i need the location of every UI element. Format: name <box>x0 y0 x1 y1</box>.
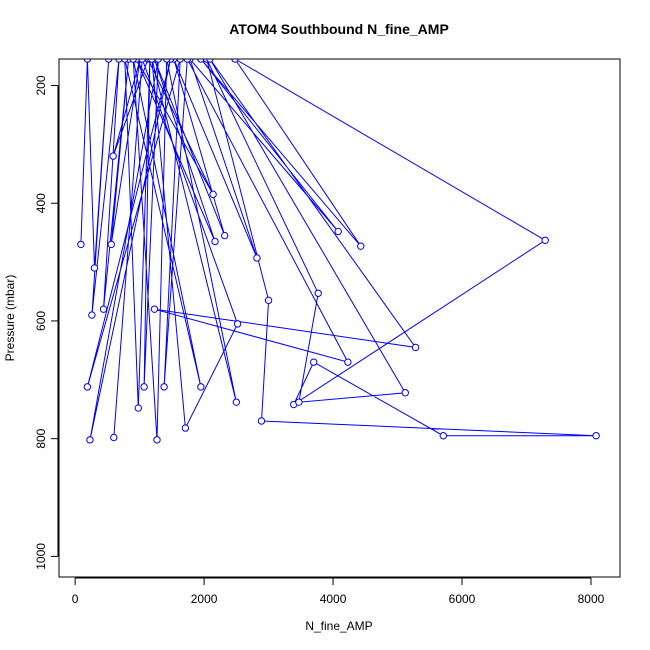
data-point <box>295 398 303 406</box>
data-point <box>439 432 448 440</box>
data-point <box>231 59 239 63</box>
y-tick-label: 200 <box>34 75 48 95</box>
data-point <box>160 383 168 391</box>
data-point <box>206 59 214 63</box>
data-point <box>162 59 171 63</box>
data-point <box>129 59 137 63</box>
data-point <box>232 398 241 406</box>
x-tick-label: 0 <box>72 592 79 606</box>
data-point <box>592 432 600 440</box>
data-point <box>253 254 261 262</box>
data-point <box>233 320 242 328</box>
data-point <box>401 389 409 397</box>
data-point <box>140 383 148 391</box>
data-point <box>90 264 99 272</box>
data-point <box>411 343 420 352</box>
data-point <box>357 242 365 250</box>
data-point <box>110 433 118 442</box>
data-point <box>148 59 156 63</box>
x-axis: 0 2000 4000 6000 8000 <box>72 577 605 606</box>
data-point <box>181 424 190 432</box>
y-tick-label: 800 <box>34 428 48 448</box>
data-point <box>314 289 322 297</box>
data-point <box>150 305 159 313</box>
x-tick-label: 8000 <box>578 592 605 606</box>
data-point <box>109 152 117 160</box>
data-point <box>99 305 108 313</box>
x-tick-label: 4000 <box>320 592 347 606</box>
data-point <box>88 311 96 319</box>
y-axis: 200 400 600 800 1000 <box>34 75 59 570</box>
data-point <box>115 59 123 63</box>
data-point <box>121 59 129 63</box>
data-point <box>257 417 266 425</box>
data-point <box>334 227 342 236</box>
plot-frame <box>58 58 621 578</box>
data-point <box>83 59 92 63</box>
data-point <box>541 236 549 245</box>
data-point <box>183 59 192 63</box>
data-point <box>138 59 146 63</box>
chart-title: ATOM4 Southbound N_fine_AMP <box>229 21 449 37</box>
data-point <box>197 383 205 391</box>
data-point <box>107 240 115 249</box>
data-point <box>176 59 184 63</box>
data-point <box>197 59 205 63</box>
data-point <box>264 296 273 305</box>
y-tick-label: 400 <box>34 193 48 213</box>
data-point <box>154 59 163 63</box>
data-point <box>86 436 94 444</box>
data-point <box>310 358 318 366</box>
data-point <box>83 383 92 391</box>
x-axis-label: N_fine_AMP <box>305 619 372 633</box>
x-tick-label: 2000 <box>191 592 218 606</box>
data-point <box>221 231 229 240</box>
series-line <box>80 59 597 440</box>
y-axis-label: Pressure (mbar) <box>3 275 17 362</box>
data-point <box>209 190 217 199</box>
data-point <box>104 59 113 63</box>
data-point <box>77 240 85 249</box>
data-point <box>344 358 352 366</box>
data-point <box>211 237 219 246</box>
data-point <box>153 436 161 444</box>
x-tick-label: 6000 <box>449 592 476 606</box>
data-point <box>134 404 143 412</box>
plot-data-layer <box>77 59 600 444</box>
y-tick-label: 600 <box>34 311 48 331</box>
y-tick-label: 1000 <box>34 543 48 570</box>
